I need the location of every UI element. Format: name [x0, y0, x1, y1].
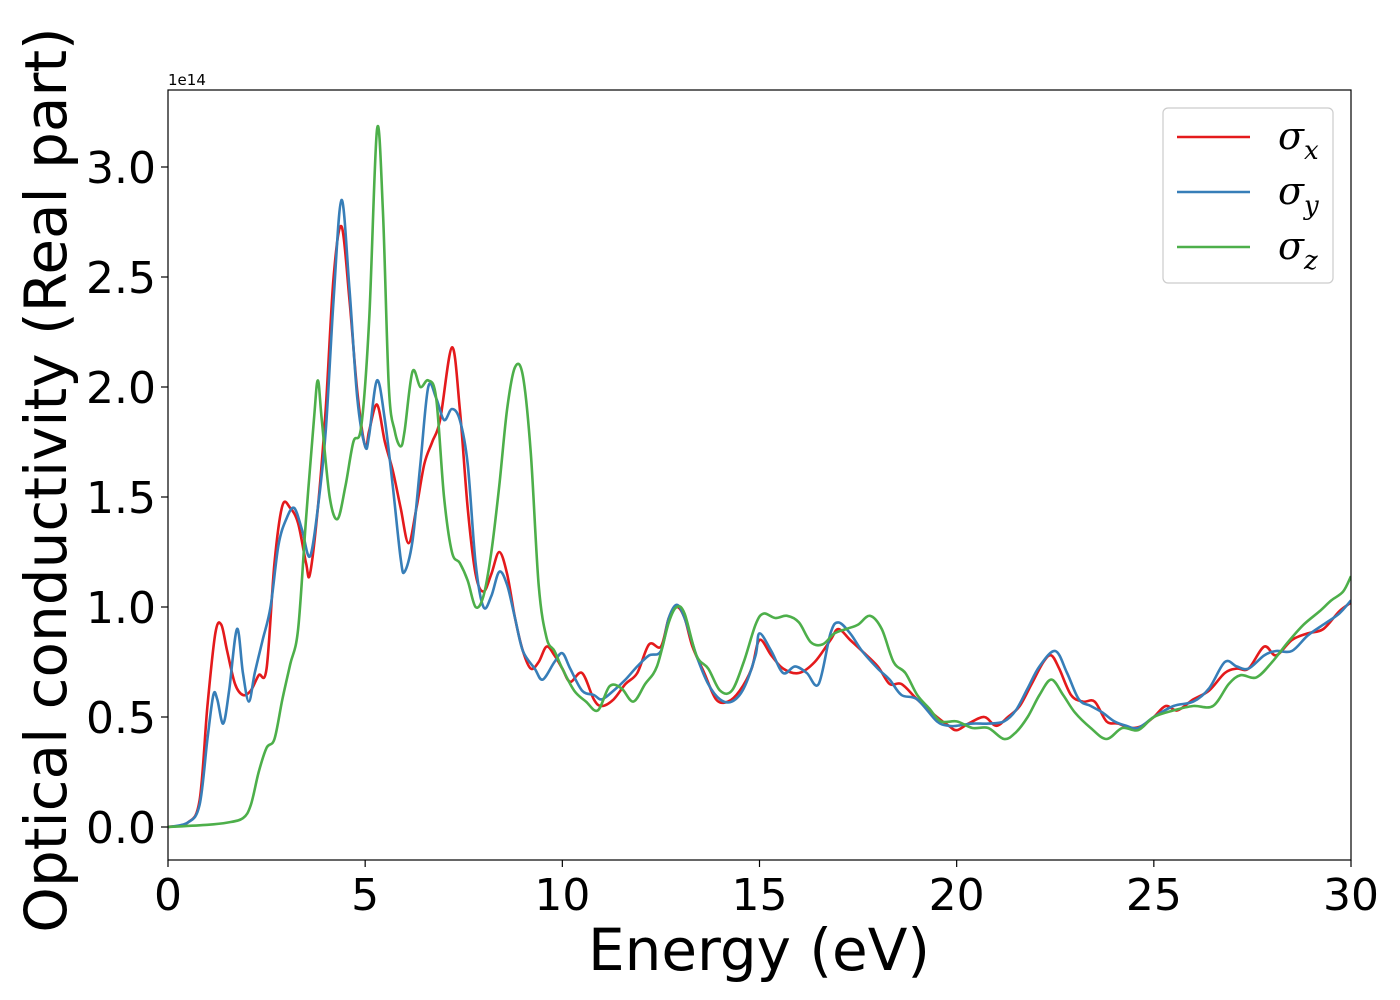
y-tick-label: 3.0 [86, 143, 156, 194]
legend-label-sigma-y: σy [1278, 169, 1319, 221]
y-tick-label: 1.0 [86, 583, 156, 634]
legend-symbol: σ [1278, 224, 1305, 268]
y-tick-label: 0.0 [86, 803, 156, 854]
series-line-sigma-y [168, 198, 1351, 829]
legend-subscript: z [1303, 246, 1318, 276]
x-tick-label: 5 [351, 870, 379, 921]
legend-subscript: x [1304, 136, 1319, 166]
series-line-sigma-z [168, 125, 1351, 829]
y-axis: 0.0 0.5 1.0 1.5 2.0 2.5 3.0 [86, 143, 168, 854]
y-tick-label: 2.5 [86, 253, 156, 304]
y-tick-label: 2.0 [86, 363, 156, 414]
x-tick-label: 10 [534, 870, 590, 921]
series-layer [168, 125, 1351, 829]
legend-label-sigma-x: σx [1278, 114, 1319, 166]
legend-symbol: σ [1278, 169, 1305, 213]
y-tick-label: 1.5 [86, 473, 156, 524]
x-tick-label: 25 [1126, 870, 1182, 921]
x-axis: 0 5 10 15 20 25 30 [154, 860, 1379, 921]
x-tick-label: 15 [732, 870, 788, 921]
plot-background [168, 90, 1351, 860]
legend-subscript: y [1303, 191, 1319, 221]
x-axis-label: Energy (eV) [588, 916, 930, 984]
y-offset-label: 1e14 [168, 71, 206, 89]
legend-symbol: σ [1278, 114, 1305, 158]
y-axis-label: Optical conductivity (Real part) [12, 27, 80, 932]
legend-box [1162, 107, 1334, 284]
y-tick-label: 0.5 [86, 693, 156, 744]
x-tick-label: 20 [929, 870, 985, 921]
x-tick-label: 0 [154, 870, 182, 921]
legend-label-sigma-z: σz [1278, 224, 1318, 276]
x-tick-label: 30 [1323, 870, 1379, 921]
